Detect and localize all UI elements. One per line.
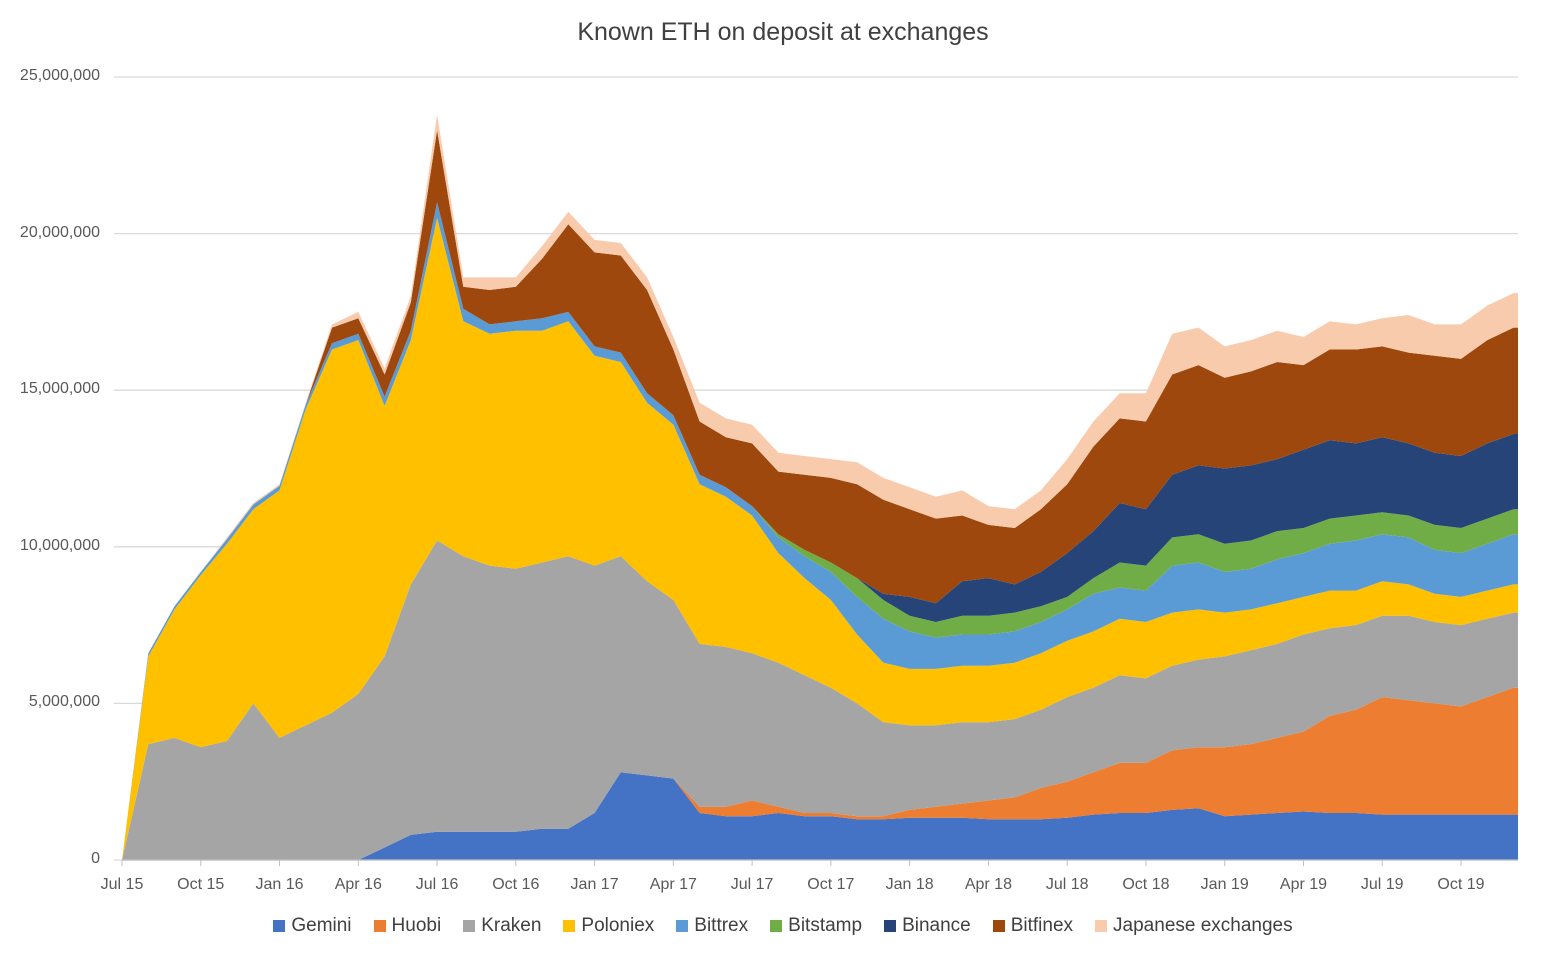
area-binance	[122, 202, 1518, 861]
legend-label: Binance	[902, 915, 971, 936]
legend-label: Bitfinex	[1010, 915, 1074, 936]
legend-swatch	[373, 920, 386, 932]
x-tick-label: Oct 16	[492, 876, 540, 893]
legend-swatch	[273, 920, 286, 932]
legend-label: Bitstamp	[788, 915, 863, 936]
legend-item: Bitstamp	[770, 915, 862, 937]
area-poloniex	[122, 217, 1518, 860]
y-tick-label: 20,000,000	[19, 223, 100, 241]
y-tick-label: 25,000,000	[19, 67, 100, 84]
legend-item: Kraken	[463, 915, 541, 937]
y-tick-label: 10,000,000	[19, 536, 100, 554]
legend-label: Kraken	[481, 915, 542, 936]
legend-label: Japanese exchanges	[1113, 915, 1293, 936]
x-tick-label: Apr 17	[649, 876, 697, 893]
y-tick-label: 15,000,000	[19, 380, 100, 398]
legend-label: Huobi	[391, 915, 442, 936]
legend-swatch	[463, 920, 476, 932]
legend-item: Bitfinex	[992, 915, 1074, 937]
legend-swatch	[563, 920, 576, 932]
legend-swatch	[884, 920, 897, 932]
x-tick-label: Oct 15	[177, 876, 225, 893]
legend-item: Japanese exchanges	[1095, 915, 1293, 937]
legend-item: Huobi	[373, 915, 442, 937]
area-kraken	[122, 540, 1518, 860]
x-tick-label: Jan 17	[570, 876, 619, 893]
x-tick-label: Oct 19	[1437, 876, 1485, 893]
x-tick-label: Jul 15	[100, 876, 144, 893]
y-tick-label: 0	[91, 850, 100, 867]
area-gemini	[122, 772, 1518, 860]
legend-item: Binance	[884, 915, 971, 937]
x-tick-label: Jul 16	[415, 876, 459, 893]
x-tick-label: Apr 19	[1279, 876, 1328, 893]
stacked-area-chart	[114, 76, 1518, 866]
x-tick-label: Oct 17	[807, 876, 855, 893]
legend-item: Gemini	[273, 915, 352, 937]
x-tick-label: Apr 16	[334, 876, 382, 893]
x-tick-label: Apr 18	[964, 876, 1012, 893]
legend-swatch	[992, 920, 1005, 932]
chart-title: Known ETH on deposit at exchanges	[577, 18, 989, 46]
x-tick-label: Jan 18	[885, 876, 934, 893]
legend: Gemini Huobi Kraken Poloniex Bittrex Bitstamp…	[0, 915, 1566, 937]
legend-label: Bittrex	[694, 915, 749, 936]
x-tick-label: Jan 16	[255, 876, 304, 893]
area-huobi	[122, 687, 1518, 860]
legend-item: Bittrex	[676, 915, 748, 937]
legend-label: Poloniex	[581, 915, 655, 936]
legend-swatch	[676, 920, 689, 932]
legend-label: Gemini	[291, 915, 352, 936]
x-tick-label: Jul 17	[730, 876, 774, 893]
x-tick-label: Jul 19	[1360, 876, 1404, 893]
x-tick-label: Oct 18	[1122, 876, 1170, 893]
legend-swatch	[1095, 920, 1108, 932]
x-tick-label: Jul 18	[1045, 876, 1089, 893]
x-tick-label: Jan 19	[1200, 876, 1249, 893]
y-tick-label: 5,000,000	[28, 693, 100, 711]
legend-item: Poloniex	[563, 915, 654, 937]
legend-swatch	[770, 920, 783, 932]
area-bitfinex	[122, 130, 1518, 860]
